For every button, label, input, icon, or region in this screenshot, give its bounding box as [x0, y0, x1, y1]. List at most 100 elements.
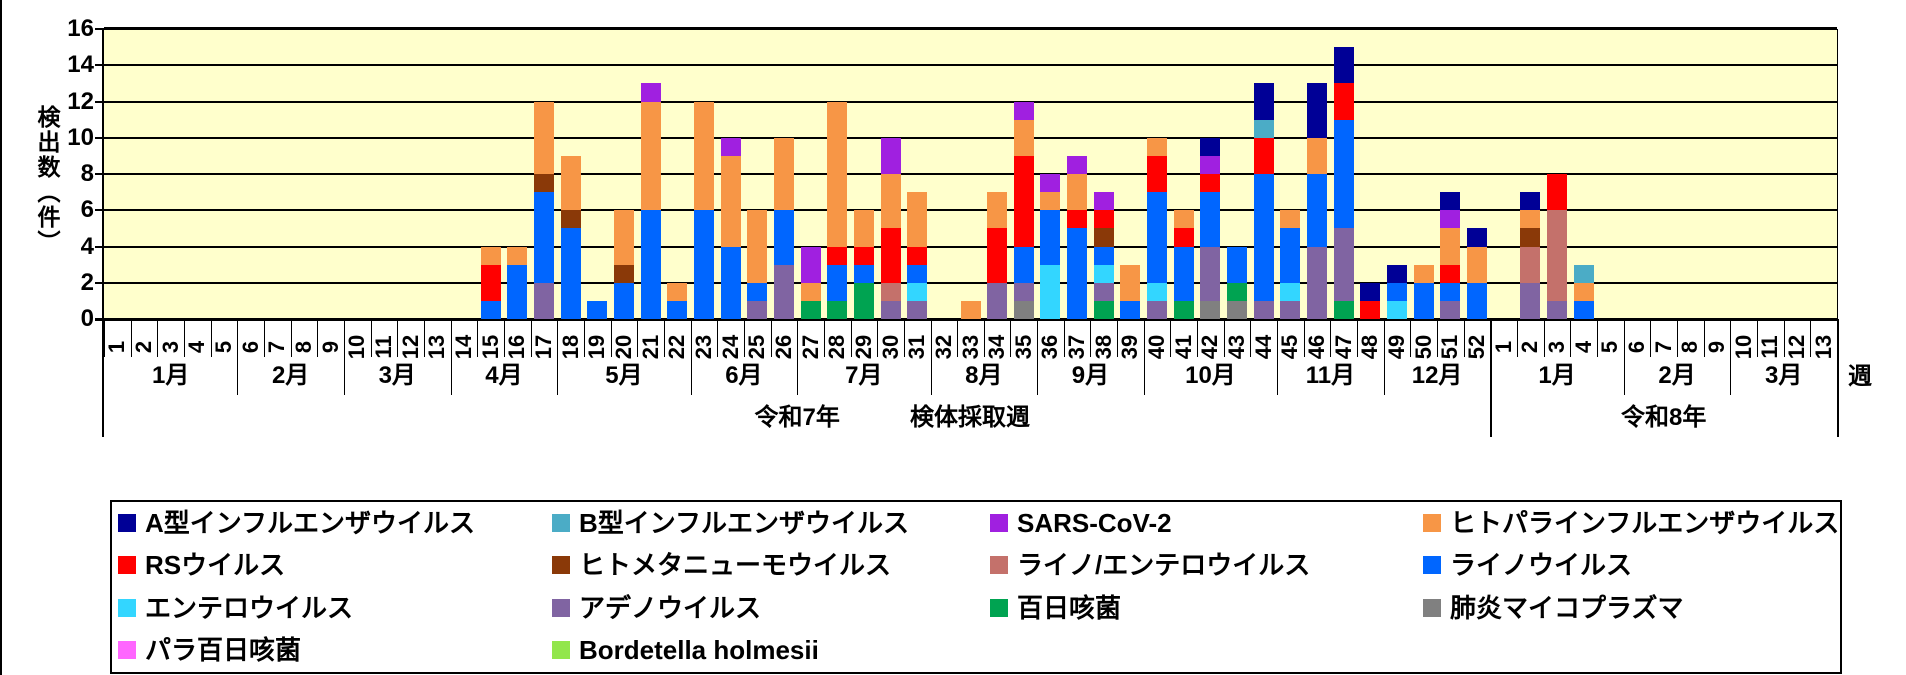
month-boundary: [690, 319, 692, 395]
bar-segment-ヒトパラインフルエンザウイルス: [880, 174, 901, 229]
bar-segment-ライノウイルス: [720, 246, 741, 319]
bar-segment-ヒトパラインフルエンザウイルス: [693, 101, 714, 211]
bar-segment-ヒトパラインフルエンザウイルス: [1307, 137, 1328, 174]
plot-right-border: [1837, 29, 1838, 319]
bar-segment-アデノウイルス: [1013, 282, 1034, 301]
month-label: 2月: [1658, 362, 1696, 389]
month-boundary: [343, 319, 345, 395]
bar-segment-アデノウイルス: [1547, 300, 1568, 319]
bar-segment-SARS-CoV-2: [1013, 101, 1034, 120]
bar-segment-アデノウイルス: [987, 282, 1008, 319]
month-boundary: [557, 319, 559, 395]
bar-segment-ヒトパラインフルエンザウイルス: [1413, 264, 1434, 283]
bar-segment-RSウイルス: [987, 228, 1008, 283]
week-tick: [1197, 319, 1199, 357]
bar-segment-SARS-CoV-2: [1093, 192, 1114, 211]
week-tick: [263, 319, 265, 357]
bar-segment-ライノウイルス: [907, 264, 928, 283]
y-tick-label: 10: [67, 123, 94, 151]
month-boundary: [1730, 319, 1732, 395]
bar-segment-エンテロウイルス: [1147, 282, 1168, 301]
month-boundary: [450, 319, 452, 395]
legend-swatch-icon: [990, 556, 1008, 574]
week-tick: [317, 319, 319, 357]
bar-segment-アデノウイルス: [1147, 300, 1168, 319]
week-tick: [290, 319, 292, 357]
y-tick-label: 14: [67, 51, 94, 79]
bar-segment-ライノウイルス: [613, 282, 634, 319]
week-tick: [1650, 319, 1652, 357]
bar-segment-ライノウイルス: [560, 228, 581, 319]
bar-segment-RSウイルス: [1067, 210, 1088, 229]
bar-segment-ヒトパラインフルエンザウイルス: [613, 210, 634, 265]
legend-swatch-icon: [1423, 556, 1441, 574]
year-boundary: [1490, 319, 1493, 437]
bar-segment-ライノウイルス: [1440, 282, 1461, 301]
legend-label: パラ百日咳菌: [145, 635, 302, 665]
month-label: 7月: [845, 362, 883, 389]
legend-item: ライノウイルス: [1423, 551, 1632, 579]
week-tick: [877, 319, 879, 357]
bar-segment-A型インフルエンザウイルス: [1200, 137, 1221, 156]
month-label: 4月: [485, 362, 523, 389]
week-tick: [1543, 319, 1545, 357]
bar-segment-RSウイルス: [880, 228, 901, 283]
bar-segment-ヒトパラインフルエンザウイルス: [853, 210, 874, 247]
legend-item: 肺炎マイコプラズマ: [1423, 594, 1683, 622]
y-tick-label: 4: [80, 232, 94, 260]
month-label: 3月: [1764, 362, 1803, 389]
bar-segment-ヒトパラインフルエンザウイルス: [773, 137, 794, 211]
bar-segment-ライノウイルス: [640, 210, 661, 319]
legend-label: ヒトメタニューモウイルス: [579, 550, 892, 580]
bar-segment-ライノウイルス: [1333, 119, 1354, 229]
y-axis-title: 検出数（件）: [34, 105, 60, 255]
bar-segment-ライノウイルス: [1173, 246, 1194, 301]
bar-segment-ライノウイルス: [1067, 228, 1088, 319]
bar-segment-RSウイルス: [1200, 174, 1221, 193]
month-boundary: [1623, 319, 1625, 395]
bar-segment-百日咳菌: [1173, 300, 1194, 319]
bar-segment-ヒトパラインフルエンザウイルス: [1467, 246, 1488, 283]
month-boundary: [1143, 319, 1145, 395]
year-label: 令和7年: [754, 404, 840, 431]
week-tick: [637, 319, 639, 357]
y-tick: [95, 281, 104, 284]
week-tick: [183, 319, 185, 357]
legend-swatch-icon: [552, 556, 570, 574]
bar-segment-ライノウイルス: [1467, 282, 1488, 319]
bar-segment-ライノ/エンテロウイルス: [880, 282, 901, 301]
week-tick: [1677, 319, 1679, 357]
week-tick: [983, 319, 985, 357]
bar-segment-RSウイルス: [1333, 83, 1354, 120]
y-tick: [95, 136, 104, 139]
week-tick: [1463, 319, 1465, 357]
bar-segment-RSウイルス: [827, 246, 848, 265]
y-tick: [95, 64, 104, 67]
bar-segment-アデノウイルス: [533, 282, 554, 319]
legend-item: RSウイルス: [118, 551, 285, 579]
month-boundary: [237, 319, 239, 395]
week-tick: [1783, 319, 1785, 357]
bar-segment-ライノウイルス: [853, 264, 874, 283]
bar-segment-百日咳菌: [1333, 300, 1354, 319]
y-tick: [95, 173, 104, 175]
bar-segment-ヒトパラインフルエンザウイルス: [1120, 264, 1141, 301]
week-tick: [104, 319, 105, 357]
legend-item: パラ百日咳菌: [118, 636, 301, 664]
week-tick: [610, 319, 612, 357]
month-label: 12月: [1411, 362, 1463, 389]
y-tick-label: 8: [80, 160, 94, 187]
bar-segment-ヒトパラインフルエンザウイルス: [1440, 228, 1461, 265]
bar-segment-百日咳菌: [1093, 300, 1114, 319]
week-tick: [717, 319, 719, 357]
gridline: [104, 100, 1837, 103]
week-tick: [503, 319, 505, 357]
month-label: 8月: [965, 362, 1003, 389]
week-tick: [957, 319, 959, 357]
week-tick: [370, 319, 372, 357]
week-tick: [1437, 319, 1439, 357]
bar-segment-RSウイルス: [1013, 155, 1034, 247]
week-tick: [770, 319, 772, 357]
bar-segment-百日咳菌: [1227, 282, 1248, 301]
legend-swatch-icon: [990, 514, 1008, 532]
